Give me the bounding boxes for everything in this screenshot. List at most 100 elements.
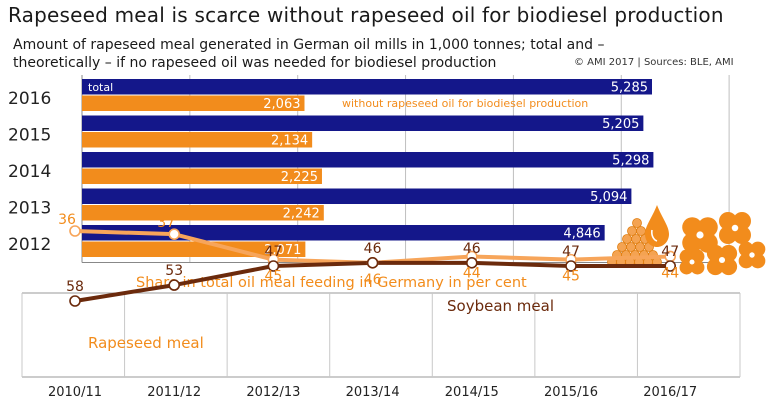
total-bar <box>82 79 652 95</box>
rapeseed-value-label: 44 <box>661 265 679 281</box>
x-tick-label: 2014/15 <box>445 385 499 400</box>
flower-petal <box>679 260 694 275</box>
total-value-label: 4,846 <box>563 227 600 242</box>
flower-center <box>731 224 739 232</box>
legend-without-biodiesel: without rapeseed oil for biodiesel produ… <box>342 97 588 110</box>
legend-total: total <box>88 81 113 94</box>
x-tick-label: 2010/11 <box>48 385 102 400</box>
without-biodiesel-bar <box>82 168 322 184</box>
year-label: 2016 <box>8 89 51 109</box>
year-label: 2013 <box>8 199 51 219</box>
soybean-point <box>366 257 379 269</box>
flower-center <box>718 256 726 264</box>
flower-petal <box>682 232 703 253</box>
flower-petal <box>720 244 738 262</box>
soybean-value-label: 46 <box>463 241 481 257</box>
seed-icon <box>627 226 637 236</box>
flower-center <box>696 231 704 239</box>
without-biodiesel-bar <box>82 132 313 148</box>
soybean-point <box>168 279 180 291</box>
flower-center <box>749 252 755 258</box>
flower-petal <box>690 249 705 264</box>
soybean-point <box>69 295 81 307</box>
soybean-series-label: Soybean meal <box>447 297 554 315</box>
without-biodiesel-bar <box>82 95 305 111</box>
flower-petal <box>750 253 766 269</box>
soybean-value-label: 58 <box>66 279 84 295</box>
year-label: 2014 <box>8 162 51 182</box>
soybean-value-label: 53 <box>165 263 183 279</box>
year-label: 2015 <box>8 126 51 146</box>
flower-petal <box>682 217 703 238</box>
soybean-value-label: 47 <box>661 244 679 260</box>
flower-petal <box>738 241 754 257</box>
flower-petal <box>718 211 737 230</box>
rapeseed-value-label: 36 <box>58 212 76 228</box>
seed-icon <box>622 234 632 244</box>
chart-subtitle-line1: Amount of rapeseed meal generated in Ger… <box>13 37 605 53</box>
seed-icon <box>635 242 645 252</box>
without-biodiesel-value-label: 2,063 <box>263 97 300 112</box>
oil-decoration <box>607 205 766 276</box>
rapeseed-value-label: 37 <box>157 215 175 231</box>
seed-icon <box>626 242 636 252</box>
rapeseed-point <box>168 228 180 240</box>
flower-petal <box>720 258 738 276</box>
oil-drop-highlight <box>651 229 658 242</box>
seed-icon <box>631 234 641 244</box>
source-credit: © AMI 2017 | Sources: BLE, AMI <box>574 57 734 68</box>
rapeseed-value-label: 46 <box>364 272 382 288</box>
rapeseed-value-label: 45 <box>264 269 282 285</box>
seed-icon <box>636 226 646 236</box>
soybean-point <box>465 257 478 269</box>
soybean-value-label: 47 <box>562 244 580 260</box>
total-bar <box>82 152 654 168</box>
total-value-label: 5,094 <box>590 190 627 205</box>
year-label: 2012 <box>8 235 51 255</box>
soybean-point <box>664 260 677 272</box>
flower-center <box>689 259 695 265</box>
rapeseed-value-label: 45 <box>562 269 580 285</box>
seed-icon <box>617 242 627 252</box>
seed-icon <box>632 218 642 228</box>
flower-petal <box>738 253 754 269</box>
total-value-label: 5,298 <box>612 154 649 169</box>
flower-petal <box>679 249 694 264</box>
flower-petal <box>733 226 752 245</box>
rapeseed-series-label: Rapeseed meal <box>88 334 204 352</box>
total-bar <box>82 115 644 131</box>
x-tick-label: 2011/12 <box>147 385 201 400</box>
flower-petal <box>697 217 718 238</box>
chart-title: Rapeseed meal is scarce without rapeseed… <box>8 3 724 27</box>
without-biodiesel-value-label: 2,225 <box>281 170 318 185</box>
total-value-label: 5,285 <box>611 81 648 96</box>
bar-chart: 2016 5,285 2,063 total without rapeseed oil … <box>8 75 730 263</box>
x-tick-label: 2012/13 <box>246 385 300 400</box>
without-biodiesel-bar <box>82 205 324 221</box>
without-biodiesel-value-label: 2,242 <box>283 207 320 222</box>
flower-petal <box>733 211 752 230</box>
rapeseed-value-label: 44 <box>463 265 481 281</box>
soybean-value-label: 46 <box>364 241 382 257</box>
x-tick-label: 2013/14 <box>346 385 400 400</box>
line-chart: Share in total oil meal feeding in Germa… <box>21 212 741 400</box>
rapeseed-point <box>69 225 81 237</box>
soybean-point <box>565 260 577 272</box>
total-bar <box>82 225 605 241</box>
without-biodiesel-value-label: 2,134 <box>271 134 308 149</box>
x-tick-label: 2015/16 <box>544 385 598 400</box>
line-chart-title: Share in total oil meal feeding in Germa… <box>136 275 527 291</box>
flower-petal <box>690 260 705 275</box>
flower-petal <box>706 244 724 262</box>
x-tick-label: 2016/17 <box>643 385 697 400</box>
total-bar <box>82 188 632 204</box>
oil-drop-icon <box>645 205 669 247</box>
chart-subtitle-line2: theoretically – if no rapeseed oil was n… <box>13 55 497 71</box>
soybean-point <box>267 260 280 272</box>
total-value-label: 5,205 <box>602 117 639 132</box>
flower-petal <box>750 241 766 257</box>
flower-petal <box>718 226 737 245</box>
flower-petal <box>706 258 724 276</box>
soybean-value-label: 47 <box>264 244 282 260</box>
